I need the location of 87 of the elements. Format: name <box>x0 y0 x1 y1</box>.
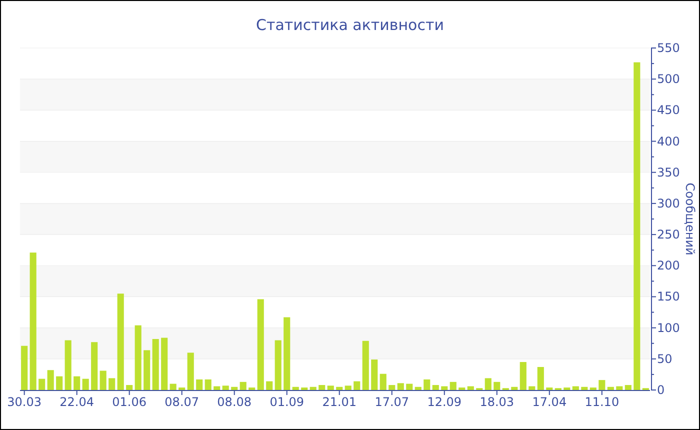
bar <box>598 380 606 390</box>
x-tick-label: 11.10 <box>584 395 620 409</box>
chart-title: Статистика активности <box>256 16 444 34</box>
bar <box>318 385 326 390</box>
bar <box>388 385 396 390</box>
x-tick-label: 22.04 <box>60 395 94 409</box>
bar <box>520 362 526 390</box>
bar <box>100 370 106 390</box>
bar <box>152 339 159 390</box>
bar <box>74 376 80 390</box>
y-tick-label: 300 <box>657 196 680 210</box>
bar <box>196 379 203 390</box>
bar <box>161 338 168 390</box>
bar <box>624 385 632 390</box>
bar <box>634 62 640 390</box>
bar <box>581 386 588 390</box>
bar <box>467 386 474 390</box>
bar <box>91 342 98 390</box>
bar <box>284 317 290 390</box>
bar <box>231 386 238 390</box>
bar <box>607 386 614 390</box>
x-tick-label: 01.09 <box>270 395 304 409</box>
bar <box>414 386 422 390</box>
bar <box>266 381 273 390</box>
x-tick-label: 17.07 <box>374 395 410 409</box>
x-tick-label: 21.01 <box>322 395 357 409</box>
bar <box>204 379 212 390</box>
bar <box>371 360 378 390</box>
bar <box>170 384 176 390</box>
y-tick-label: 500 <box>657 72 680 86</box>
y-tick-label: 200 <box>657 258 680 273</box>
bar <box>222 386 229 390</box>
bar <box>38 378 46 390</box>
y-axis-title: Сообщений <box>683 182 697 256</box>
bar <box>214 386 220 390</box>
x-tick-label: 18.03 <box>480 395 514 409</box>
bar <box>406 384 413 390</box>
bar <box>336 386 343 390</box>
bar <box>292 386 299 390</box>
bar <box>362 340 369 390</box>
bar <box>64 340 72 390</box>
x-tick-label: 01.06 <box>112 395 147 409</box>
bar <box>274 340 282 390</box>
bar <box>397 383 404 390</box>
bar <box>537 366 544 390</box>
y-tick-label: 150 <box>657 290 680 304</box>
bar <box>117 294 124 390</box>
bar <box>30 252 36 390</box>
bar <box>528 386 536 390</box>
y-tick-label: 350 <box>657 165 680 180</box>
bar <box>432 385 439 390</box>
bar <box>21 346 28 390</box>
bar <box>82 378 89 390</box>
bar <box>47 370 54 390</box>
bar <box>134 325 142 390</box>
x-tick-label: 08.08 <box>217 395 252 409</box>
bar <box>441 386 448 390</box>
bar <box>126 385 133 390</box>
y-tick-label: 550 <box>657 41 680 55</box>
bar <box>108 378 116 390</box>
x-tick-label: 08.07 <box>164 395 200 409</box>
x-tick-label: 17.04 <box>532 395 567 409</box>
bar <box>187 352 194 390</box>
x-tick-label: 30.03 <box>7 395 42 409</box>
bar <box>327 386 334 390</box>
bar <box>144 350 150 390</box>
y-tick-label: 50 <box>657 352 672 366</box>
y-tick-label: 0 <box>657 383 665 397</box>
bar <box>310 386 316 390</box>
bar <box>56 376 63 390</box>
bar <box>257 299 264 390</box>
x-tick-label: 12.09 <box>427 395 462 409</box>
bar <box>450 382 456 390</box>
y-tick-label: 450 <box>657 103 680 118</box>
bar <box>494 382 500 390</box>
y-tick-label: 250 <box>657 228 680 242</box>
bar <box>240 382 246 390</box>
bar <box>572 386 579 390</box>
bar <box>616 386 623 390</box>
bar <box>344 386 352 390</box>
y-tick-label: 400 <box>657 134 680 148</box>
bar <box>354 381 360 390</box>
bar <box>424 379 430 390</box>
bar <box>380 374 386 390</box>
bar <box>511 386 518 390</box>
y-tick-label: 100 <box>657 320 680 335</box>
bar <box>484 378 492 390</box>
